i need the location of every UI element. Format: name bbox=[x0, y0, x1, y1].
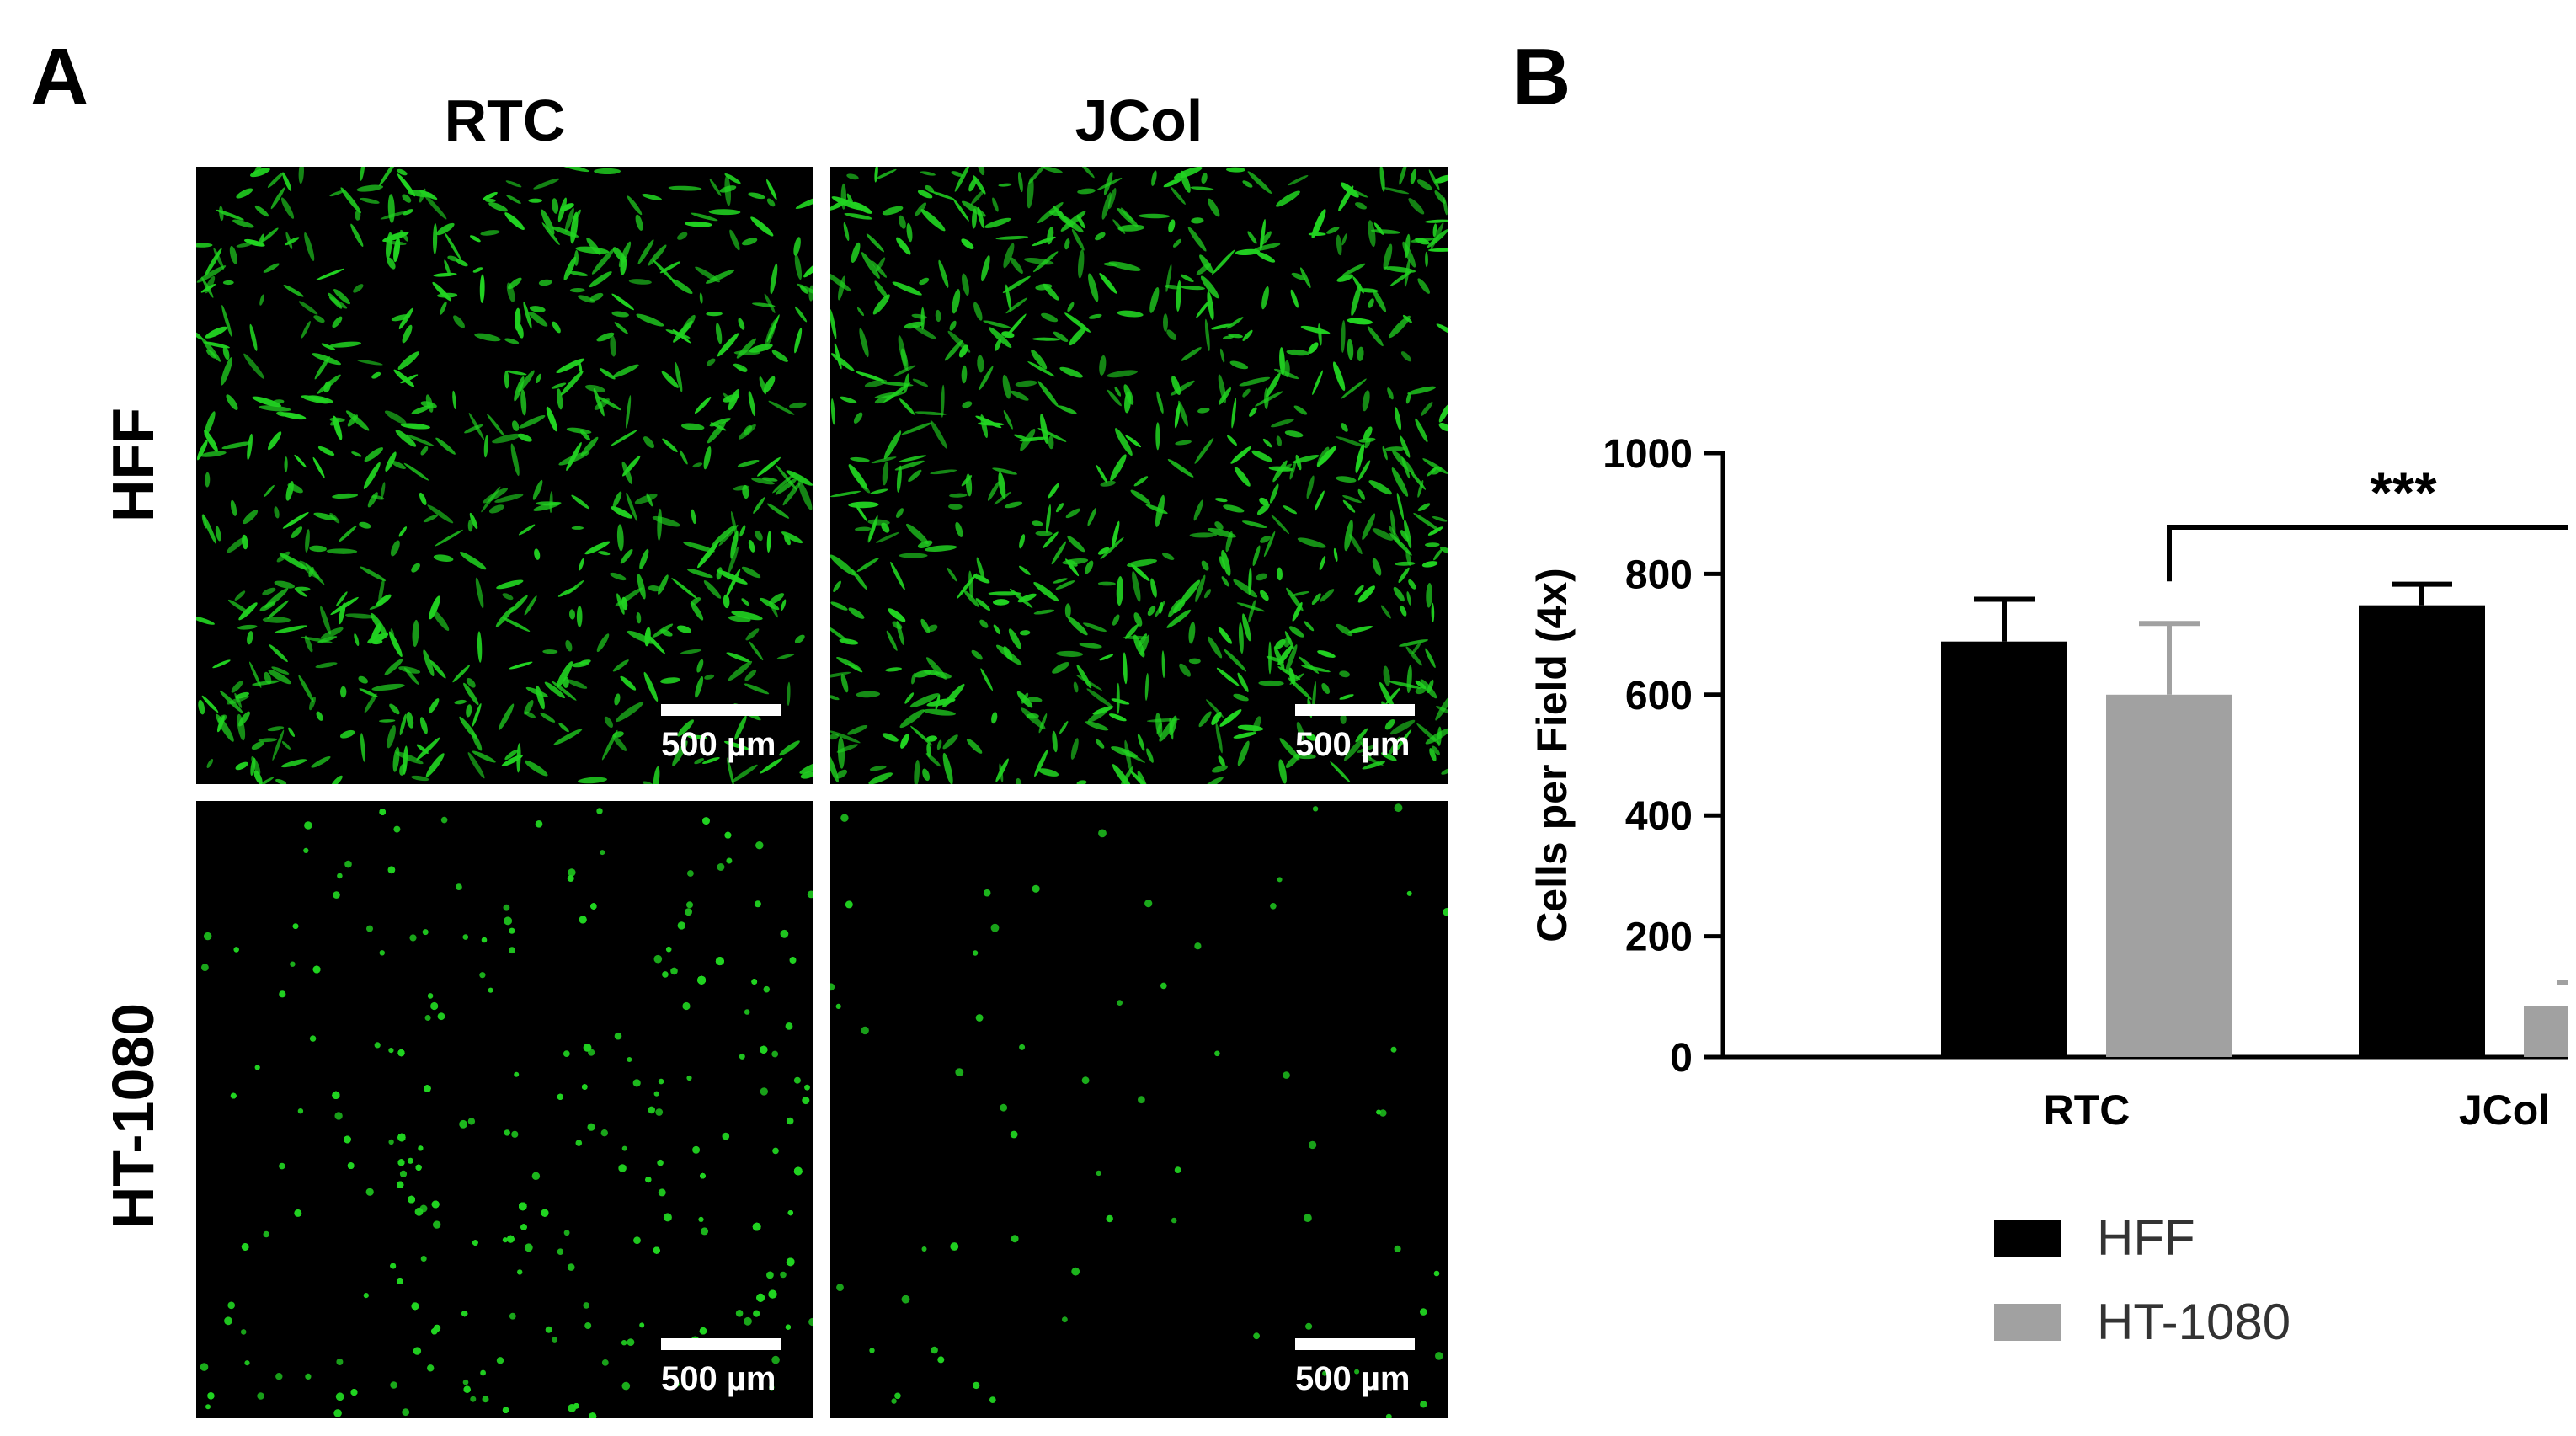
panel-b-letter: B bbox=[1512, 32, 1571, 122]
y-tick-label: 800 bbox=[1625, 553, 1693, 597]
scale-bar bbox=[661, 704, 781, 716]
scale-bar-label: 500 µm bbox=[1295, 726, 1411, 763]
cell-texture bbox=[830, 167, 1448, 784]
cell-texture bbox=[830, 803, 1448, 1418]
significance-bracket bbox=[2167, 525, 2568, 582]
micrograph-ht1080-jcol: 500 µm bbox=[830, 801, 1448, 1418]
row-label-ht1080: HT-1080 bbox=[100, 1002, 166, 1230]
column-label-rtc: RTC bbox=[444, 88, 566, 153]
x-tick-label-jcol: JCol bbox=[2459, 1086, 2550, 1134]
scale-bar-label: 500 µm bbox=[661, 1360, 776, 1397]
micrograph-hff-rtc: 500 µm bbox=[196, 167, 813, 784]
bar-ht-1080-rtc bbox=[2106, 694, 2232, 1057]
micrograph-hff-jcol: 500 µm bbox=[830, 167, 1448, 784]
y-axis-label: Cells per Field (4x) bbox=[1528, 568, 1576, 942]
bar-chart: 0 200 400 600 800 1000 Cells per Field (4x) RTC… bbox=[1528, 432, 2568, 1134]
micrograph-ht1080-rtc: 500 µm bbox=[196, 801, 813, 1418]
legend-swatch-hff bbox=[1994, 1220, 2061, 1257]
scale-bar-label: 500 µm bbox=[1295, 1360, 1411, 1397]
scale-bar bbox=[1295, 1338, 1415, 1350]
column-label-jcol: JCol bbox=[1075, 88, 1203, 153]
bar-hff-jcol bbox=[2359, 605, 2485, 1057]
x-tick-label-rtc: RTC bbox=[2044, 1086, 2131, 1134]
cell-texture bbox=[196, 167, 813, 784]
bar-hff-rtc bbox=[1941, 641, 2067, 1057]
legend-swatch-ht1080 bbox=[1994, 1304, 2061, 1341]
y-tick-label: 0 bbox=[1670, 1036, 1693, 1081]
row-label-hff: HFF bbox=[100, 407, 166, 523]
y-tick-label: 1000 bbox=[1603, 432, 1693, 477]
legend-label-ht1080: HT-1080 bbox=[2097, 1294, 2291, 1350]
y-tick-label: 200 bbox=[1625, 916, 1693, 960]
cell-texture bbox=[200, 808, 813, 1418]
scale-bar-label: 500 µm bbox=[661, 726, 776, 763]
panel-a-letter: A bbox=[30, 32, 89, 122]
legend-label-hff: HFF bbox=[2097, 1209, 2195, 1266]
significance-label: *** bbox=[2370, 461, 2437, 525]
y-tick-label: 600 bbox=[1625, 674, 1693, 718]
bar-ht-1080-jcol bbox=[2524, 1006, 2568, 1057]
scale-bar bbox=[661, 1338, 781, 1350]
y-tick-label: 400 bbox=[1625, 794, 1693, 839]
scale-bar bbox=[1295, 704, 1415, 716]
